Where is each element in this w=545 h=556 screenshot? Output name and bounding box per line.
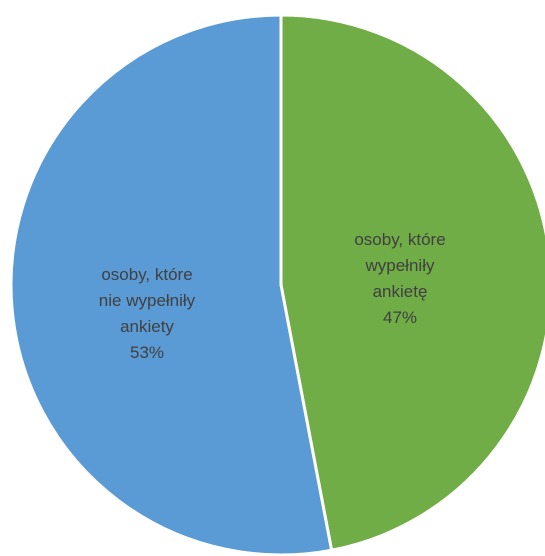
slice-label-0: osoby, które wypełniły ankietę 47% — [354, 230, 445, 327]
slice-label-1: osoby, które nie wypełniły ankiety 53% — [99, 265, 196, 362]
slice-percent-label: 47% — [383, 308, 417, 327]
slice-label-line: ankietę — [373, 282, 428, 301]
slice-label-line: wypełniły — [365, 256, 435, 275]
pie-slice-1 — [9, 13, 334, 556]
slice-percent-label: 53% — [130, 343, 164, 362]
slice-label-line: osoby, które — [101, 265, 192, 284]
slice-label-line: nie wypełniły — [99, 291, 196, 310]
pie-slices — [9, 13, 545, 556]
slice-label-line: osoby, które — [354, 230, 445, 249]
slice-label-line: ankiety — [120, 317, 174, 336]
pie-slice-0 — [279, 13, 545, 552]
pie-labels: osoby, które wypełniły ankietę 47%osoby, kt… — [99, 230, 446, 362]
